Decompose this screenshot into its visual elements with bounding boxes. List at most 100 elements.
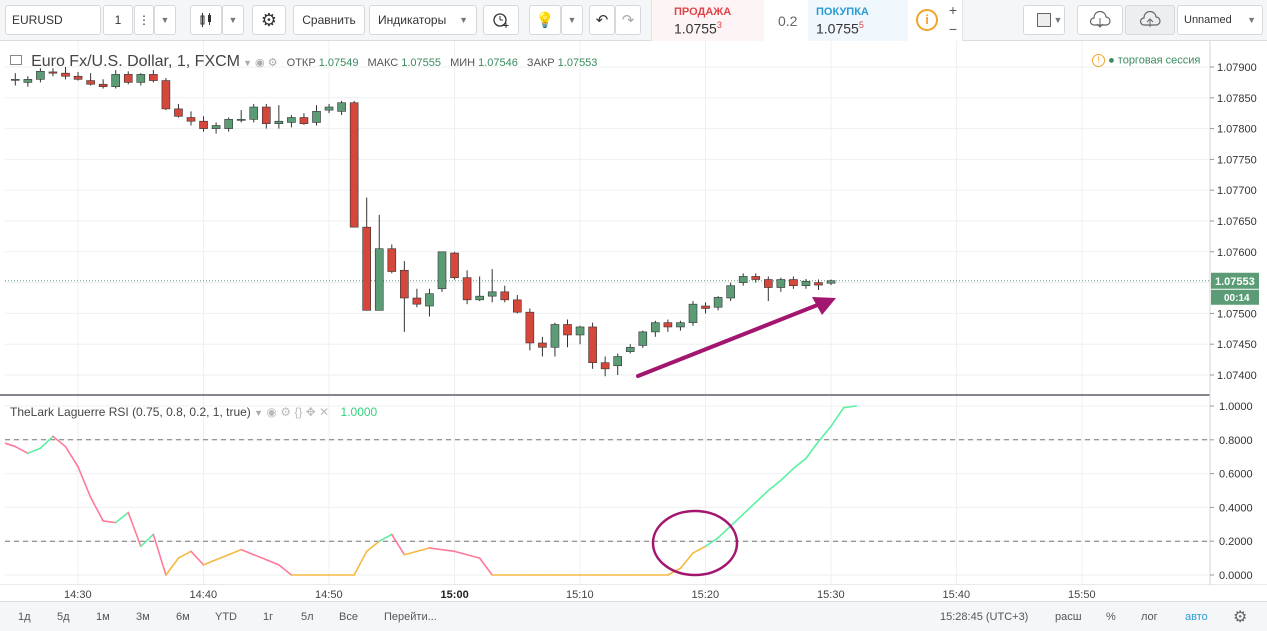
chart-area[interactable]: 1.07900 1.07850 1.07800 1.07750 1.07700 1.076…	[0, 41, 1267, 601]
candle-body	[638, 331, 648, 346]
candle-body	[801, 281, 811, 286]
rsi-value: 1.0000	[340, 405, 378, 419]
cloud-load-icon[interactable]	[1077, 5, 1123, 35]
goto-button[interactable]: Перейти...	[384, 611, 437, 623]
plus-icon[interactable]: +	[948, 2, 958, 18]
range-5y[interactable]: 5л	[301, 611, 314, 623]
rsi-eye-icon[interactable]: ◉	[266, 405, 277, 419]
candle-body	[814, 282, 823, 286]
legend-eye-icon[interactable]: ◉	[255, 57, 265, 69]
rsi-line-segment	[252, 553, 268, 561]
candle-body	[387, 248, 397, 272]
series-title: Euro Fx/U.S. Dollar, 1, FXCM	[31, 53, 240, 70]
symbol-search[interactable]: EURUSD	[5, 5, 101, 35]
price-tick-label: 1.07850	[1217, 93, 1257, 105]
range-1m[interactable]: 1м	[96, 611, 110, 623]
idea-dropdown[interactable]: ▼	[561, 5, 583, 35]
range-all[interactable]: Все	[339, 611, 358, 623]
interval-dropdown[interactable]: ▼	[154, 5, 176, 35]
bottom-settings-gear-icon[interactable]: ⚙	[1233, 609, 1248, 626]
layout-name-button[interactable]: Unnamed ▼	[1177, 5, 1263, 35]
range-3m[interactable]: 3м	[136, 611, 150, 623]
candle-body	[287, 117, 296, 123]
legend-dropdown-icon[interactable]: ▼	[243, 58, 252, 68]
layout-dropdown[interactable]: ▼	[1053, 15, 1063, 25]
rsi-line-segment	[742, 501, 757, 515]
trend-arrow-line	[636, 302, 822, 378]
idea-bulb-icon[interactable]: 💡	[529, 5, 561, 35]
range-6m[interactable]: 6м	[176, 611, 190, 623]
rsi-line-segment	[177, 550, 192, 559]
rsi-source-icon[interactable]: {}	[294, 405, 303, 419]
rsi-close-icon[interactable]: ✕	[319, 405, 330, 419]
minus-icon[interactable]: −	[948, 21, 958, 37]
rsi-line-segment	[378, 533, 393, 543]
candle-body	[312, 111, 321, 123]
indicators-button[interactable]: Индикаторы ▼	[369, 5, 477, 35]
rsi-line-segment	[14, 445, 29, 455]
more-menu-icon[interactable]: ⋮	[134, 5, 154, 35]
candle-body	[324, 106, 334, 111]
scale-extended[interactable]: расш	[1055, 611, 1082, 623]
cloud-save-icon[interactable]	[1125, 5, 1175, 35]
candle-body	[625, 346, 635, 352]
compare-button[interactable]: Сравнить	[293, 5, 365, 35]
rsi-move-icon[interactable]: ✥	[305, 405, 316, 419]
range-1y[interactable]: 1г	[263, 611, 274, 623]
time-tick-label: 15:00	[441, 589, 469, 601]
redo-icon[interactable]: ↷	[615, 5, 641, 35]
high-label: МАКС	[367, 57, 399, 69]
price-tick-label: 1.07650	[1217, 216, 1257, 228]
candle-body	[437, 251, 447, 290]
time-tick-label: 14:30	[64, 589, 92, 601]
layout-select[interactable]	[1023, 5, 1065, 35]
info-icon[interactable]: i	[916, 9, 938, 31]
collapse-icon[interactable]	[10, 55, 22, 66]
candle-body	[751, 276, 761, 280]
rsi-line-segment	[428, 547, 443, 551]
spread-value: 0.2	[778, 13, 798, 29]
cloud-download-icon	[1089, 11, 1111, 28]
range-1d[interactable]: 1д	[18, 611, 31, 623]
quote-widget: ПРОДАЖА 1.07553 0.2 ПОКУПКА 1.07555 i + …	[651, 0, 963, 41]
range-5d[interactable]: 5д	[57, 611, 70, 623]
rsi-tick-label: 0.2000	[1219, 536, 1253, 548]
candle-body	[525, 311, 535, 344]
candle-body	[425, 293, 434, 307]
rsi-line-segment	[792, 457, 807, 470]
time-tick-label: 15:20	[692, 589, 720, 601]
rsi-line-segment	[692, 545, 707, 554]
candle-style-icon[interactable]	[190, 5, 222, 35]
candle-body	[462, 277, 472, 301]
rsi-line-segment	[842, 405, 857, 409]
candle-body	[211, 125, 221, 129]
rsi-line-segment	[717, 525, 732, 539]
candle-body	[826, 280, 836, 284]
candle-body	[600, 362, 610, 370]
time-tick-label: 14:40	[190, 589, 218, 601]
legend-settings-icon[interactable]: ⚙	[267, 57, 278, 69]
rsi-line-segment	[679, 552, 694, 570]
undo-icon[interactable]: ↶	[589, 5, 615, 35]
candle-body	[450, 252, 459, 278]
buy-panel[interactable]	[808, 0, 908, 41]
buy-price-main: 1.0755	[816, 20, 859, 37]
style-dropdown[interactable]: ▼	[222, 5, 244, 35]
scale-percent[interactable]: %	[1106, 611, 1116, 623]
interval-button[interactable]: 1	[103, 5, 133, 35]
scale-log[interactable]: лог	[1141, 611, 1158, 623]
settings-gear-icon[interactable]: ⚙	[252, 5, 286, 35]
rsi-dropdown-icon[interactable]: ▼	[254, 408, 264, 418]
low-value: 1.07546	[478, 57, 518, 69]
candle-body	[236, 119, 246, 121]
session-warning-icon[interactable]: !	[1092, 54, 1105, 67]
rsi-settings-icon[interactable]: ⚙	[280, 405, 291, 419]
chart-svg[interactable]: 1.07900 1.07850 1.07800 1.07750 1.07700 1.076…	[0, 41, 1267, 601]
sell-panel[interactable]	[652, 0, 764, 41]
main-legend: Euro Fx/U.S. Dollar, 1, FXCM ▼ ◉ ⚙ ОТКР 1…	[10, 53, 597, 71]
session-label: торговая сессия	[1117, 54, 1201, 67]
range-ytd[interactable]: YTD	[215, 611, 237, 623]
scale-auto[interactable]: авто	[1185, 611, 1208, 623]
alert-clock-icon[interactable]	[483, 5, 519, 35]
alarm-icon	[493, 13, 509, 28]
